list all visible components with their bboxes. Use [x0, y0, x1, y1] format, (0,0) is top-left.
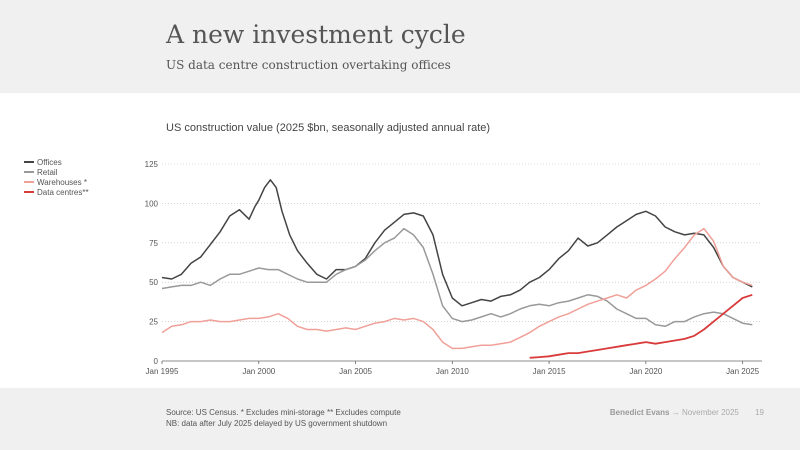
x-tick-label: Jan 2015	[533, 367, 566, 376]
chart-title: US construction value (2025 $bn, seasona…	[166, 122, 491, 134]
legend-swatch	[24, 181, 34, 183]
source-line-1: Source: US Census. * Excludes mini-stora…	[166, 408, 401, 417]
x-tick-label: Jan 1995	[146, 367, 179, 376]
legend-item: Warehouses *	[24, 177, 89, 187]
legend-item: Retail	[24, 167, 89, 177]
legend-label: Data centres**	[37, 187, 89, 197]
page-number: 19	[755, 408, 764, 417]
legend-swatch	[24, 171, 34, 173]
line-chart: 0 25 50 75 100 125 Jan 1995 Jan 2000 Jan 2005 Jan…	[145, 160, 762, 376]
page-title: A new investment cycle	[166, 20, 466, 49]
y-tick-label: 50	[149, 278, 158, 287]
x-tick-label: Jan 2005	[339, 367, 372, 376]
author-name: Benedict Evans	[609, 408, 670, 417]
legend-swatch	[24, 191, 34, 193]
legend-label: Offices	[37, 157, 62, 167]
y-tick-label: 75	[149, 239, 158, 248]
chart-legend: Offices Retail Warehouses * Data centres**	[24, 157, 89, 197]
x-tick-label: Jan 2025	[726, 367, 759, 376]
y-tick-label: 25	[149, 318, 158, 327]
series-line-warehouses	[161, 227, 753, 350]
legend-item: Offices	[24, 157, 89, 167]
publish-date: November 2025	[681, 408, 739, 417]
series-line-offices	[161, 179, 753, 307]
source-line-2: NB: data after July 2025 delayed by US g…	[166, 419, 388, 428]
header-band: A new investment cycle US data centre co…	[0, 0, 800, 93]
legend-item: Data centres**	[24, 187, 89, 197]
x-tick-label: Jan 2020	[629, 367, 662, 376]
series-line-data-centres	[529, 293, 753, 359]
footer-band: Source: US Census. * Excludes mini-stora…	[0, 388, 800, 450]
arrow-icon: →	[671, 408, 680, 417]
x-tick-label: Jan 2000	[242, 367, 275, 376]
series-line-retail	[161, 227, 753, 328]
y-tick-label: 100	[145, 199, 159, 208]
y-tick-label: 0	[154, 357, 159, 366]
brand-credit: Benedict Evans → November 2025 19	[610, 408, 764, 417]
legend-swatch	[24, 161, 34, 163]
legend-label: Retail	[37, 167, 58, 177]
y-tick-label: 125	[145, 160, 159, 169]
page-subtitle: US data centre construction overtaking o…	[166, 58, 451, 72]
source-note: Source: US Census. * Excludes mini-stora…	[166, 407, 401, 429]
x-tick-label: Jan 2010	[436, 367, 469, 376]
legend-label: Warehouses *	[37, 177, 87, 187]
